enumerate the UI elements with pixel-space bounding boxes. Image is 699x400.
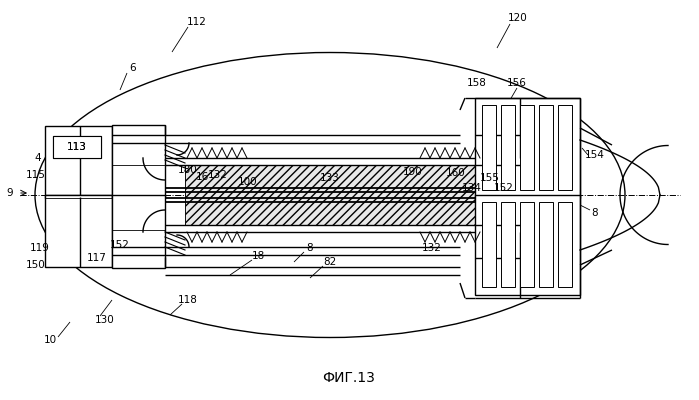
Bar [45, 126, 112, 198]
Text: 9: 9 [7, 188, 13, 198]
Text: ФИГ.13: ФИГ.13 [322, 371, 375, 385]
Text: 152: 152 [110, 240, 130, 250]
Bar [558, 105, 572, 190]
Text: 152: 152 [494, 183, 514, 193]
Bar [520, 105, 534, 190]
Bar [112, 125, 165, 198]
Text: 16: 16 [196, 172, 208, 182]
Bar [539, 105, 553, 190]
Text: 120: 120 [508, 13, 528, 23]
Text: 130: 130 [95, 315, 115, 325]
Text: 155: 155 [480, 173, 500, 183]
Text: 113: 113 [67, 142, 87, 152]
Text: 8: 8 [307, 243, 313, 253]
Text: 158: 158 [467, 78, 487, 88]
Text: 8: 8 [591, 208, 598, 218]
Text: 100: 100 [238, 177, 258, 187]
Bar [53, 136, 101, 158]
Bar [539, 202, 553, 287]
Bar [112, 195, 165, 268]
Text: 160: 160 [446, 168, 466, 178]
Bar [482, 105, 496, 190]
Text: 112: 112 [187, 17, 207, 27]
Text: 117: 117 [87, 253, 107, 263]
Text: 132: 132 [208, 170, 228, 180]
Text: 132: 132 [422, 243, 442, 253]
Text: 113: 113 [67, 142, 87, 152]
Text: 10: 10 [43, 335, 57, 345]
Bar [501, 105, 515, 190]
Text: 134: 134 [462, 183, 482, 193]
Text: 133: 133 [320, 173, 340, 183]
Text: 150: 150 [26, 260, 46, 270]
Bar [475, 195, 580, 295]
Text: 18: 18 [252, 251, 265, 261]
Bar [185, 165, 505, 225]
Bar [482, 202, 496, 287]
Text: 118: 118 [178, 295, 198, 305]
Text: 82: 82 [324, 257, 337, 267]
Text: 190: 190 [403, 167, 423, 177]
Text: 6: 6 [130, 63, 136, 73]
Text: 119: 119 [30, 243, 50, 253]
Bar [53, 136, 101, 158]
Text: 115: 115 [26, 170, 46, 180]
Bar [501, 202, 515, 287]
Bar [558, 202, 572, 287]
Bar [475, 98, 580, 198]
Bar [185, 165, 505, 225]
Text: 154: 154 [585, 150, 605, 160]
Text: 180: 180 [178, 165, 198, 175]
Text: 156: 156 [507, 78, 527, 88]
Text: 4: 4 [35, 153, 41, 163]
Bar [520, 202, 534, 287]
Bar [45, 195, 112, 267]
